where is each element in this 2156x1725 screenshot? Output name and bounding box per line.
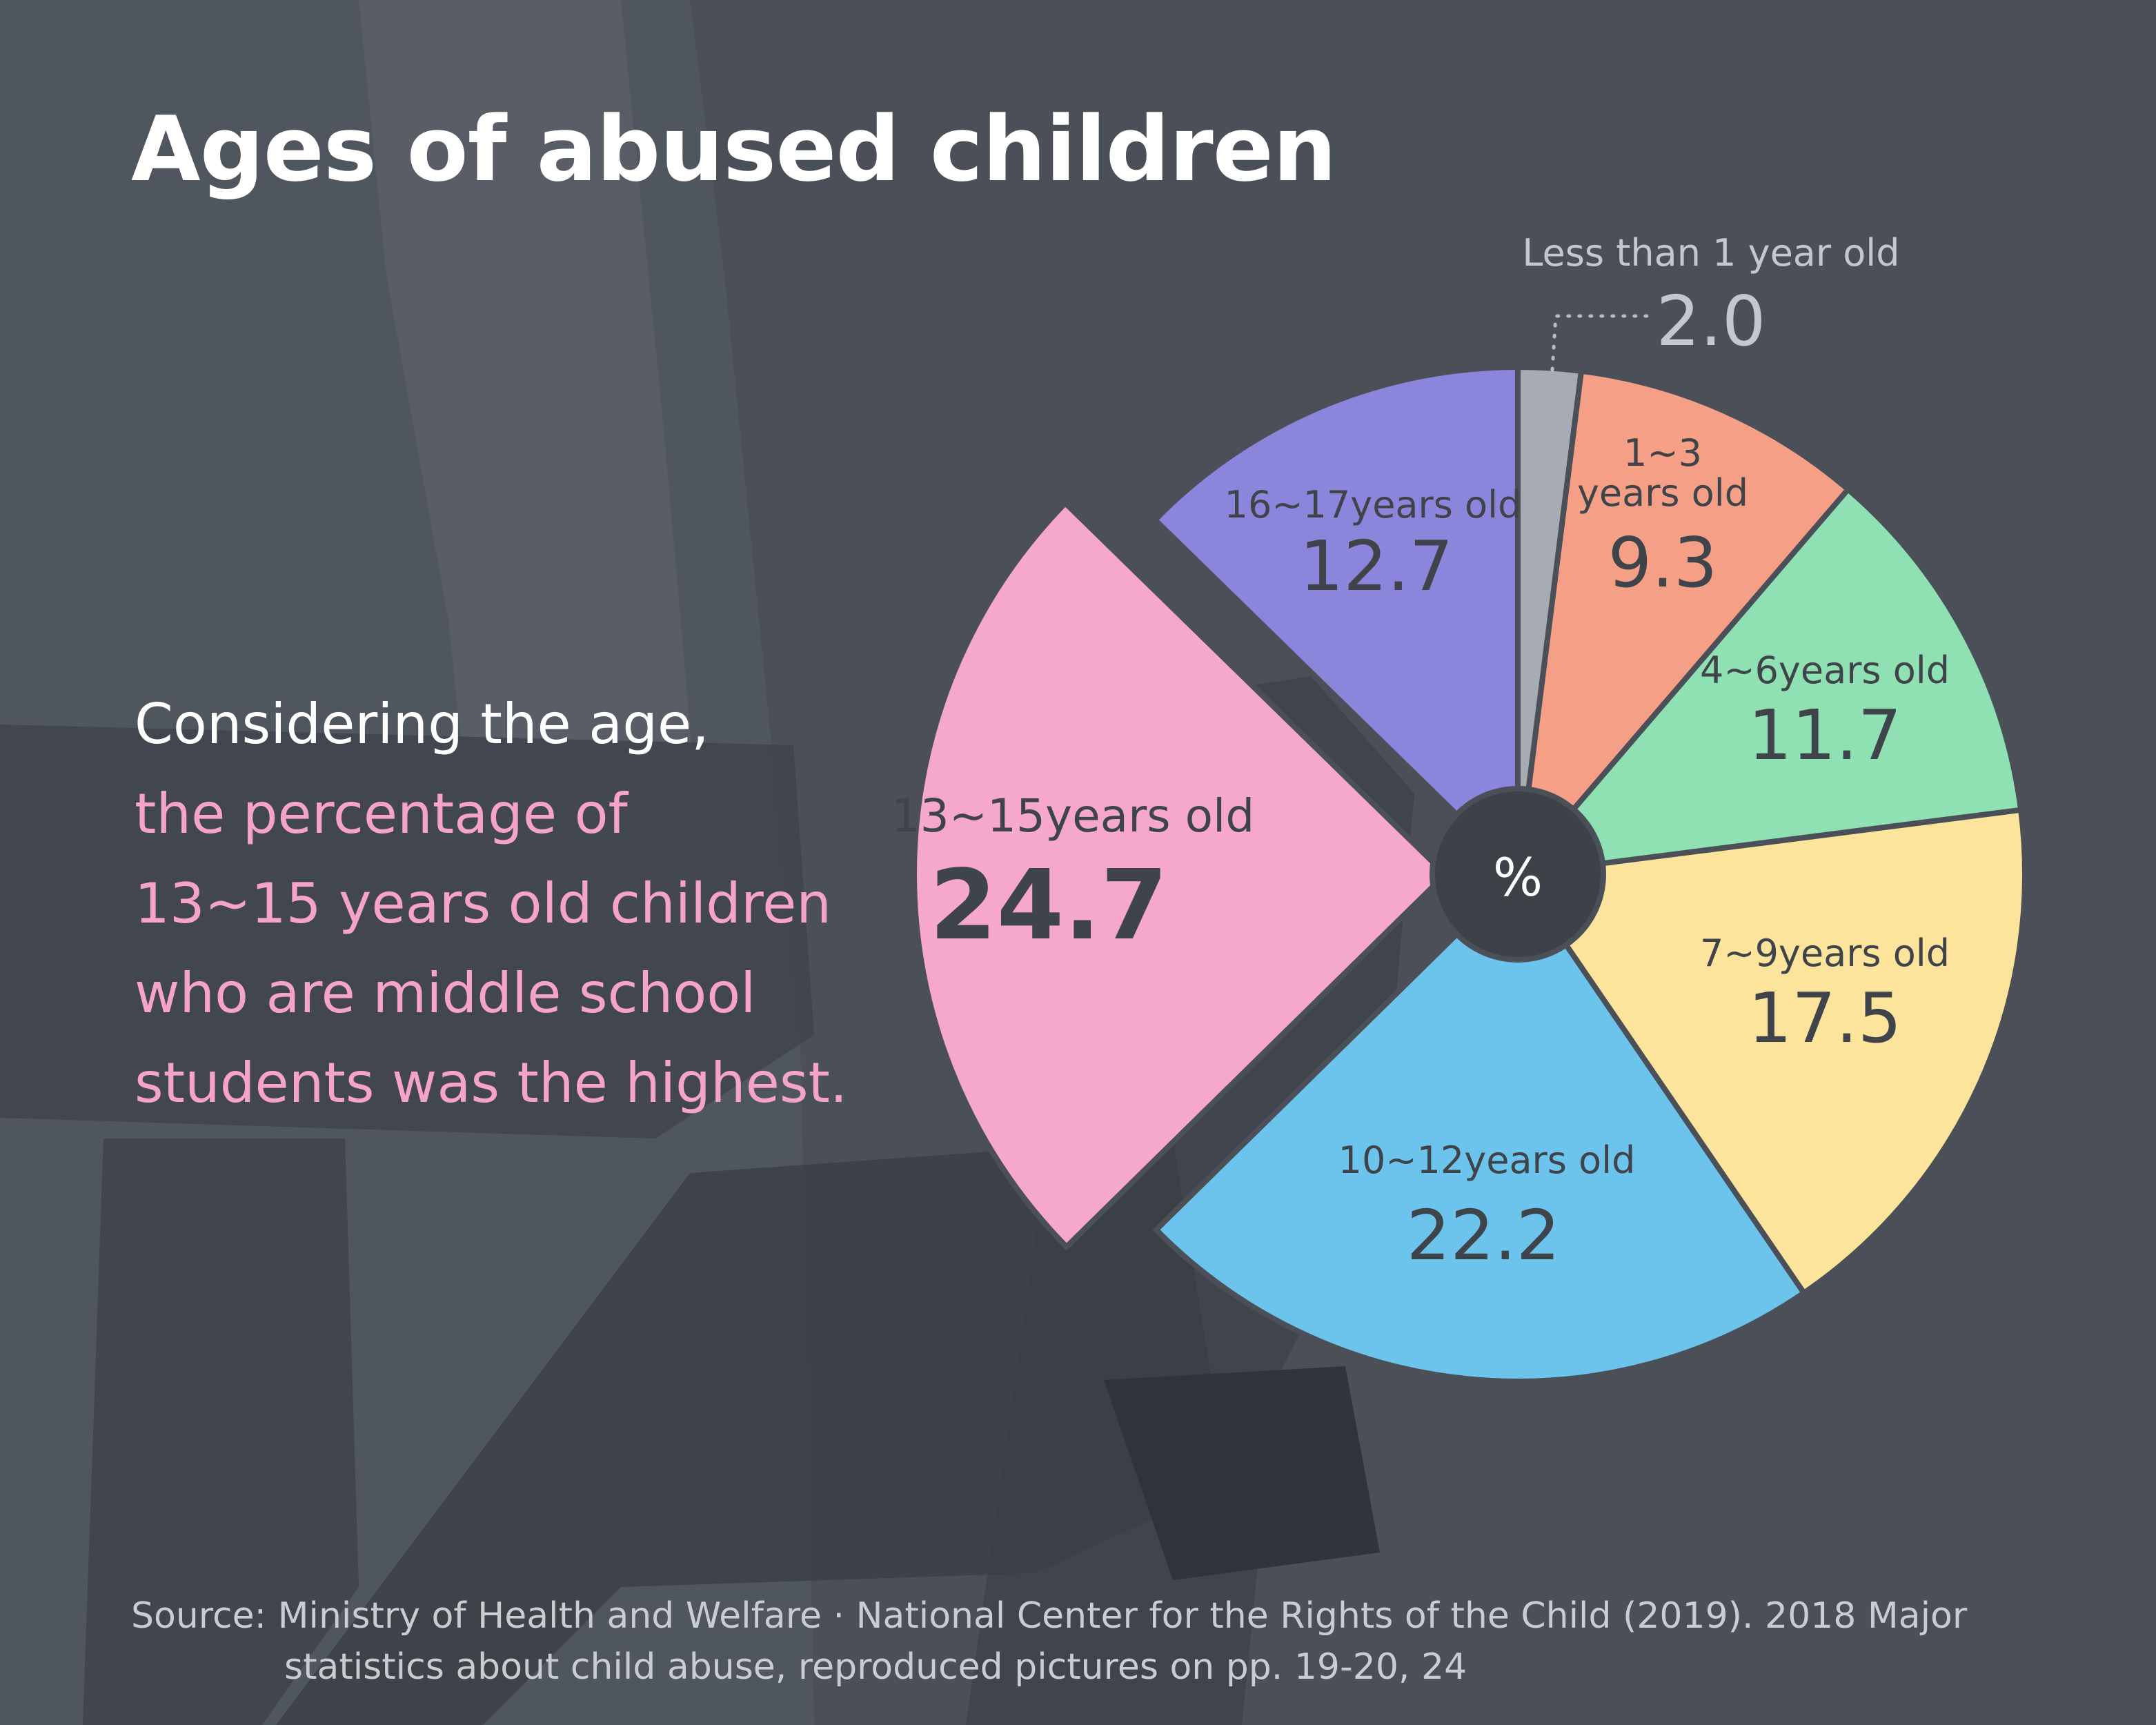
slice-category-label: 4~6years old [1700,649,1950,692]
description: Considering the age, the percentage of 1… [135,680,928,1128]
pie-slice [1152,869,1808,1384]
slice-value-label: 17.5 [1748,978,1902,1058]
pie-slice [911,499,1450,1251]
source-line: Source: Ministry of Health and Welfare ·… [131,1595,1968,1637]
unit-label: % [1493,847,1543,908]
description-highlight-line: 13~15 years old children [135,871,831,936]
description-line: Considering the age, [135,692,709,756]
page-title: Ages of abused children [131,97,1336,201]
slice-category-label: 7~9years old [1700,931,1950,975]
description-highlight-line: the percentage of [135,782,628,846]
slice-value-label: 9.3 [1608,522,1717,603]
slice-category-label: Less than 1 year old [1522,231,1899,275]
pie-slice [1151,364,1521,881]
pie-slice [1514,368,1852,883]
pie-chart [911,364,2028,1384]
slice-value-label: 2.0 [1656,281,1766,362]
pie-slice [1511,485,2024,878]
slice-value-label: 24.7 [929,849,1167,962]
pie-slice [1513,807,2028,1297]
slice-category-label: years old [1577,471,1748,515]
slice-value-label: 12.7 [1300,526,1454,607]
slice-value-label: 22.2 [1407,1195,1561,1276]
description-highlight-line: students was the highest. [135,1051,848,1115]
slice-category-label: 10~12years old [1338,1138,1636,1182]
source-line: statistics about child abuse, reproduced… [284,1646,1467,1688]
slice-category-label: 16~17years old [1225,483,1522,526]
source-note: Source: Ministry of Health and Welfare ·… [131,1590,2063,1693]
description-highlight-line: who are middle school [135,961,756,1025]
slice-category-label: 13~15years old [891,789,1255,842]
callout-line [1550,314,1654,372]
pie-center-hole [1435,791,1601,957]
slice-category-label: 1~3 [1623,431,1702,475]
slice-value-label: 11.7 [1748,695,1902,776]
